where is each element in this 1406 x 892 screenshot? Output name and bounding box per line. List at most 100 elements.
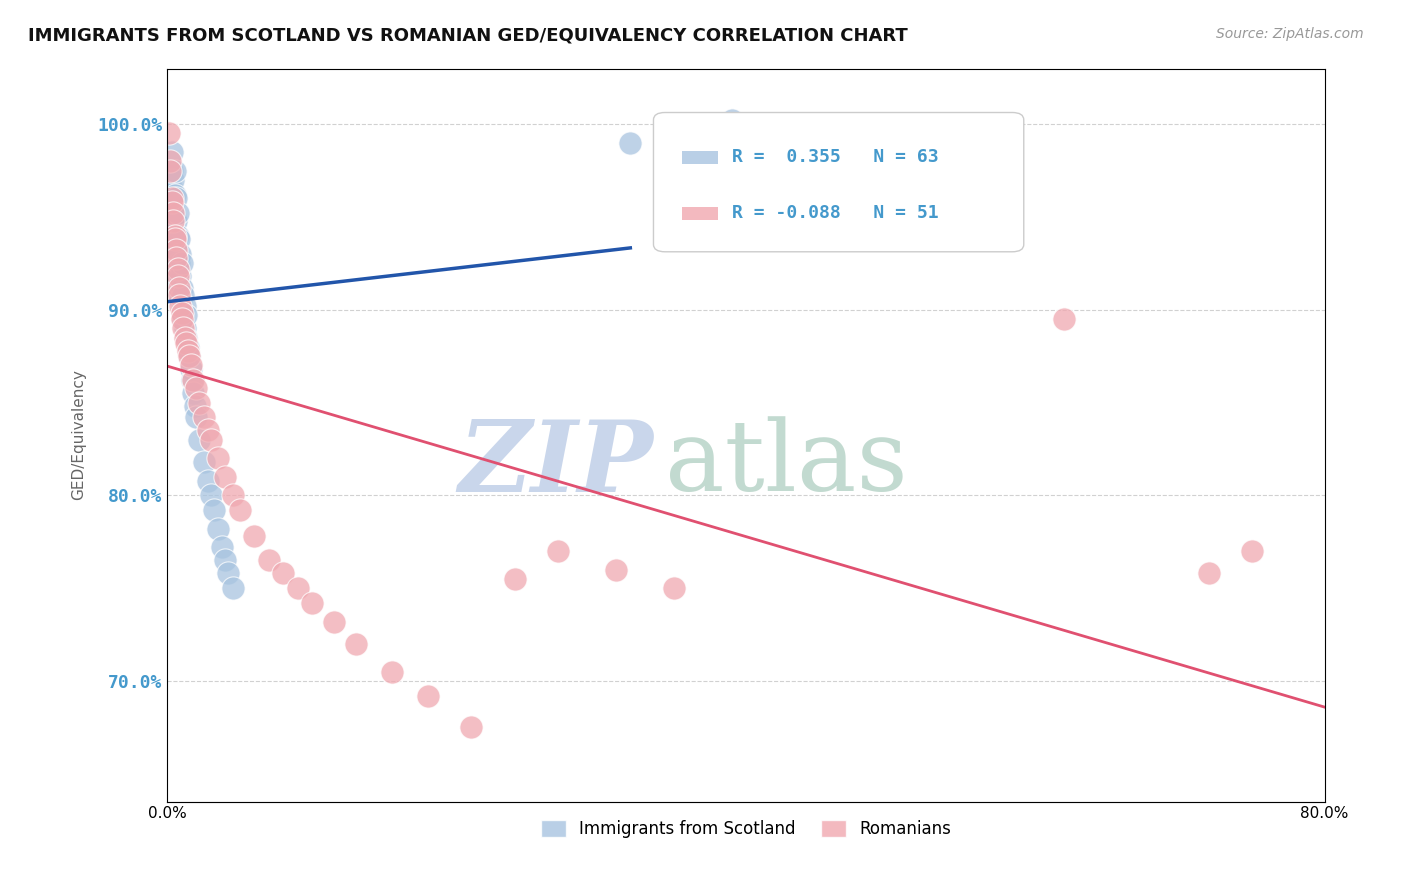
Point [202, 503, 225, 517]
Point [170, 280, 193, 294]
Point [547, 544, 569, 558]
Point [200, 433, 222, 447]
Point [211, 541, 233, 555]
Point [159, 201, 181, 215]
Point [163, 163, 186, 178]
Point [163, 232, 186, 246]
Point [160, 163, 183, 178]
Point [214, 470, 236, 484]
Point [416, 689, 439, 703]
Point [170, 256, 193, 270]
Point [165, 244, 187, 258]
Point [184, 399, 207, 413]
Legend: Immigrants from Scotland, Romanians: Immigrants from Scotland, Romanians [534, 813, 957, 845]
Point [167, 232, 190, 246]
Point [172, 312, 194, 326]
Point [159, 173, 181, 187]
Point [160, 195, 183, 210]
Point [167, 280, 190, 294]
Point [207, 522, 229, 536]
Bar [682, 151, 718, 163]
Point [322, 615, 344, 629]
Point [160, 145, 183, 159]
Point [159, 219, 181, 234]
Point [165, 191, 187, 205]
Point [287, 581, 309, 595]
Point [1241, 544, 1264, 558]
Point [177, 343, 200, 358]
Y-axis label: GED/Equivalency: GED/Equivalency [72, 369, 86, 500]
Point [503, 572, 526, 586]
Point [167, 284, 190, 298]
Point [163, 187, 186, 202]
Point [169, 269, 191, 284]
Text: Source: ZipAtlas.com: Source: ZipAtlas.com [1216, 27, 1364, 41]
Point [1198, 566, 1220, 581]
Point [381, 665, 404, 679]
Point [605, 563, 627, 577]
Point [183, 386, 205, 401]
Point [163, 210, 186, 224]
Point [157, 191, 180, 205]
Point [162, 213, 184, 227]
Point [157, 237, 180, 252]
Point [200, 488, 222, 502]
Point [257, 553, 280, 567]
Point [301, 596, 323, 610]
Point [169, 299, 191, 313]
Point [163, 232, 186, 246]
Point [174, 336, 197, 351]
Point [163, 228, 186, 243]
Point [177, 340, 200, 354]
Point [214, 553, 236, 567]
Text: R = -0.088   N = 51: R = -0.088 N = 51 [733, 204, 939, 222]
Point [173, 330, 195, 344]
Point [162, 191, 184, 205]
Point [167, 288, 190, 302]
Text: IMMIGRANTS FROM SCOTLAND VS ROMANIAN GED/EQUIVALENCY CORRELATION CHART: IMMIGRANTS FROM SCOTLAND VS ROMANIAN GED… [28, 27, 908, 45]
Point [174, 309, 197, 323]
Point [193, 410, 215, 425]
Point [159, 163, 181, 178]
Point [166, 269, 188, 284]
Point [163, 256, 186, 270]
Point [197, 474, 219, 488]
Text: atlas: atlas [665, 417, 908, 512]
Point [159, 154, 181, 169]
Point [183, 373, 205, 387]
Point [165, 266, 187, 280]
Point [166, 206, 188, 220]
Point [179, 349, 201, 363]
Point [165, 251, 187, 265]
Point [174, 330, 197, 344]
Point [173, 299, 195, 313]
Point [157, 127, 180, 141]
Point [162, 247, 184, 261]
Point [159, 191, 181, 205]
Point [165, 213, 187, 227]
Point [170, 312, 193, 326]
Point [181, 373, 204, 387]
Point [243, 529, 266, 543]
Point [173, 321, 195, 335]
Point [180, 359, 202, 373]
Point [166, 228, 188, 243]
Point [460, 720, 482, 734]
Point [167, 256, 190, 270]
Point [662, 581, 685, 595]
Point [160, 182, 183, 196]
Point [172, 288, 194, 302]
Point [179, 349, 201, 363]
Point [188, 433, 211, 447]
Point [160, 191, 183, 205]
Point [162, 206, 184, 220]
Point [229, 503, 252, 517]
Point [188, 395, 211, 409]
Point [180, 362, 202, 376]
Point [221, 581, 243, 595]
Point [197, 424, 219, 438]
Point [720, 113, 742, 128]
Point [166, 262, 188, 277]
Text: ZIP: ZIP [458, 417, 654, 513]
Point [172, 321, 194, 335]
